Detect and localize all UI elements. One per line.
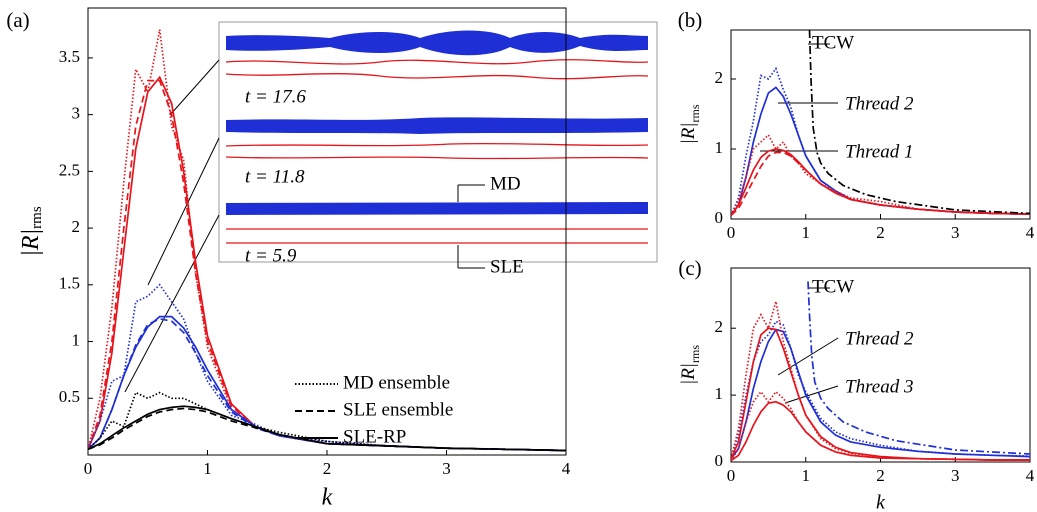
y-tick-label: 2 xyxy=(715,317,724,336)
annotation: SLE xyxy=(490,256,524,277)
x-axis-label: k xyxy=(322,485,333,511)
annotation: Thread 1 xyxy=(845,141,913,162)
annotation: t = 5.9 xyxy=(245,245,297,266)
series-line xyxy=(731,320,1030,459)
inset xyxy=(218,21,658,269)
annotation: t = 17.6 xyxy=(245,86,306,107)
pointer-lines xyxy=(124,43,839,404)
legend-label: SLE ensemble xyxy=(343,399,453,420)
y-axis-label-sub: rms xyxy=(688,345,702,363)
y-axis-label-main: |R| xyxy=(18,229,44,257)
plot-area xyxy=(731,281,1030,462)
y-axis-label-sub: rms xyxy=(29,206,45,229)
x-tick-label: 0 xyxy=(727,466,736,485)
legend-label: SLE-RP xyxy=(343,426,406,447)
y-tick-label: 1 xyxy=(72,330,81,349)
annotation: t = 11.8 xyxy=(245,166,305,187)
annotation: Thread 3 xyxy=(845,376,913,397)
y-axis-label: |R|rms xyxy=(18,206,46,257)
x-tick-label: 1 xyxy=(203,459,212,478)
annotation: TCW xyxy=(812,32,854,53)
y-tick-label: 3 xyxy=(72,104,81,123)
x-tick-label: 0 xyxy=(84,459,93,478)
y-tick-label: 0 xyxy=(715,208,724,227)
y-tick-label: 1.5 xyxy=(59,274,80,293)
y-tick-label: 1 xyxy=(715,384,724,403)
annotation: TCW xyxy=(812,276,854,297)
annotation: Thread 2 xyxy=(845,328,914,349)
panel-label: (a) xyxy=(6,8,29,32)
x-tick-label: 4 xyxy=(1026,223,1035,242)
axes-frame xyxy=(730,267,1031,463)
sle-line xyxy=(225,59,649,65)
panel-label: (c) xyxy=(678,256,701,280)
y-axis-label: |R|rms xyxy=(678,345,701,385)
x-tick-label: 4 xyxy=(562,459,571,478)
y-tick-label: 2 xyxy=(72,217,81,236)
sle-line xyxy=(225,156,649,160)
arrow xyxy=(147,137,220,286)
arrow xyxy=(169,59,220,116)
sle-line xyxy=(225,73,649,80)
arrow xyxy=(777,337,839,376)
x-tick-label: 2 xyxy=(323,459,332,478)
y-tick-label: 3.5 xyxy=(59,47,80,66)
x-axis-label: k xyxy=(876,492,886,512)
plot-area xyxy=(731,30,1030,217)
series-line xyxy=(88,391,566,452)
x-tick-label: 4 xyxy=(1026,466,1035,485)
y-tick-label: 0.5 xyxy=(59,387,80,406)
series-line xyxy=(807,281,1030,455)
x-tick-label: 2 xyxy=(876,223,885,242)
arrow xyxy=(784,385,839,404)
annotation: MD xyxy=(490,173,521,194)
series-line xyxy=(731,390,1030,462)
series-line xyxy=(731,400,1030,462)
annotation: Thread 2 xyxy=(845,93,914,114)
inset-frame xyxy=(218,21,658,263)
y-axis-label-main: |R| xyxy=(678,363,699,385)
panel-label: (b) xyxy=(678,8,703,32)
x-tick-label: 0 xyxy=(727,223,736,242)
y-axis-label: |R|rms xyxy=(678,104,701,144)
y-axis-label-main: |R| xyxy=(678,122,699,144)
series-line xyxy=(88,407,566,452)
axes-frame xyxy=(730,29,1031,220)
x-tick-label: 2 xyxy=(876,466,885,485)
series-line xyxy=(808,30,1030,215)
y-tick-label: 2 xyxy=(715,68,724,87)
series-line xyxy=(731,151,1030,217)
x-tick-label: 3 xyxy=(442,459,451,478)
sle-line xyxy=(225,142,649,147)
arrow xyxy=(124,214,220,393)
md-band xyxy=(226,117,648,134)
y-tick-label: 1 xyxy=(715,138,724,157)
md-band xyxy=(226,202,648,215)
legend-label: MD ensemble xyxy=(343,372,450,393)
x-tick-label: 3 xyxy=(951,466,960,485)
y-tick-label: 0 xyxy=(715,451,724,470)
plot-area xyxy=(88,29,566,452)
series-line xyxy=(88,283,566,452)
x-tick-label: 3 xyxy=(951,223,960,242)
x-tick-label: 1 xyxy=(802,466,811,485)
series-line xyxy=(731,133,1030,216)
x-tick-label: 1 xyxy=(802,223,811,242)
md-band xyxy=(226,30,648,56)
y-tick-label: 2.5 xyxy=(59,160,80,179)
y-axis-label-sub: rms xyxy=(688,104,702,122)
